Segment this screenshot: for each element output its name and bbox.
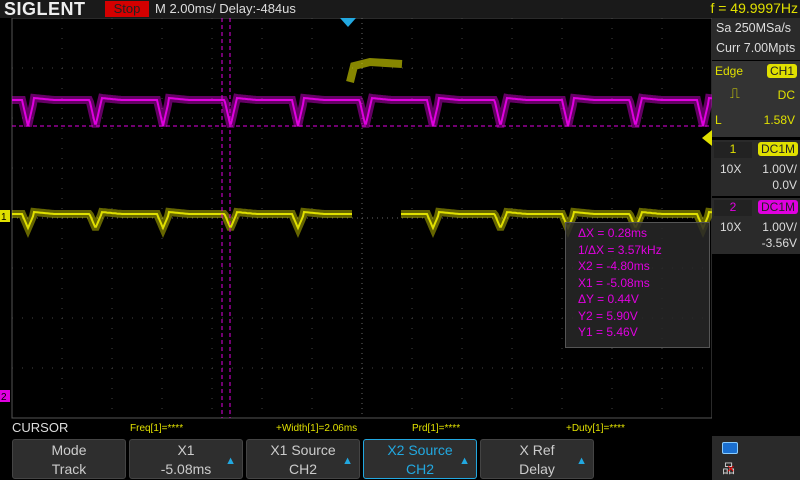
top-bar	[0, 0, 800, 18]
run-stop-status[interactable]: Stop	[105, 1, 149, 17]
knob-arrow-icon: ▲	[225, 455, 236, 467]
button-label: X1 Source	[270, 442, 336, 458]
trigger-level-marker	[702, 130, 712, 146]
channel-1-scale: 1.00V/	[762, 162, 797, 176]
trigger-coupling: DC	[777, 88, 795, 102]
button-label: X Ref	[519, 442, 555, 458]
channel-1-marker	[0, 210, 10, 222]
timebase-readout[interactable]: M 2.00ms/ Delay:-484us	[155, 1, 296, 16]
channel-1-panel[interactable]: 1 DC1M 10X 1.00V/ 0.0V	[712, 140, 800, 196]
knob-arrow-icon: ▲	[342, 455, 353, 467]
trigger-level-label: L	[715, 113, 722, 127]
y1-value: Y1 = 5.46V	[578, 325, 638, 339]
channel-2-number: 2	[714, 200, 752, 216]
rising-edge-icon: ⎍	[730, 85, 740, 101]
channel-2-offset: -3.56V	[761, 236, 797, 250]
measurement-period: Prd[1]=****	[412, 423, 461, 434]
network-disconnected-icon: 品×	[722, 461, 736, 476]
channel-1-coupling: DC1M	[757, 142, 798, 156]
inverse-delta-x: 1/ΔX = 3.57kHz	[578, 242, 662, 257]
x-ref-button[interactable]: X Ref Delay ▲	[480, 439, 594, 479]
measurement-freq: Freq[1]=****	[130, 423, 184, 434]
trigger-position-marker	[340, 18, 356, 27]
button-value: CH2	[288, 461, 317, 477]
channel-2-marker	[0, 390, 10, 402]
knob-arrow-icon: ▲	[576, 455, 587, 467]
trigger-panel[interactable]: Edge CH1 ⎍ DC L 1.58V	[712, 61, 800, 137]
channel-1-probe: 10X	[720, 162, 742, 176]
cursor-measurement-box: ΔX = 0.28ms 1/ΔX = 3.57kHz X2 = -4.80ms …	[565, 222, 710, 348]
trigger-source: CH1	[766, 64, 797, 78]
channel-1-offset: 0.0V	[772, 178, 797, 192]
trigger-level: 1.58V	[763, 113, 795, 127]
measurement-duty: +Duty[1]=****	[566, 423, 625, 434]
button-label: Mode	[51, 442, 87, 458]
channel-2-coupling: DC1M	[757, 200, 798, 214]
y2-value: Y2 = 5.90V	[578, 308, 638, 323]
usb-icon	[722, 442, 738, 454]
menu-title: CURSOR	[12, 420, 69, 435]
channel-2-scale: 1.00V/	[762, 220, 797, 234]
knob-arrow-icon: ▲	[459, 455, 470, 467]
delta-y: ΔY = 0.44V	[578, 292, 639, 306]
button-value: Delay	[519, 461, 555, 477]
x1-value: X1 = -5.08ms	[578, 275, 650, 290]
channel-1-waveform	[12, 210, 712, 231]
channel-2-marker-label: 2	[1, 392, 7, 403]
channel-1-number: 1	[714, 142, 752, 158]
x2-source-button[interactable]: X2 Source CH2 ▲	[363, 439, 477, 479]
channel-2-panel[interactable]: 2 DC1M 10X 1.00V/ -3.56V	[712, 198, 800, 254]
x1-source-button[interactable]: X1 Source CH2 ▲	[246, 439, 360, 479]
channel-1-marker-label: 1	[1, 212, 7, 223]
sample-rate: Sa 250MSa/s	[716, 21, 792, 35]
waveform-display[interactable]: 12	[0, 18, 712, 420]
channel-2-probe: 10X	[720, 220, 742, 234]
button-label: X1	[177, 442, 195, 458]
button-label: X2 Source	[387, 442, 453, 458]
memory-depth: Curr 7.00Mpts	[716, 41, 796, 55]
acquisition-panel[interactable]: Sa 250MSa/s Curr 7.00Mpts	[712, 18, 800, 60]
x2-value: X2 = -4.80ms	[578, 259, 650, 273]
mode-button[interactable]: Mode Track	[12, 439, 126, 479]
brand-logo: SIGLENT	[4, 0, 86, 19]
channel-2-waveform	[12, 96, 712, 127]
measurement-width: +Width[1]=2.06ms	[276, 423, 358, 434]
channel-1-trigger-segment	[346, 57, 403, 83]
x1-button[interactable]: X1 -5.08ms ▲	[129, 439, 243, 479]
trigger-type: Edge	[715, 64, 744, 78]
delta-x: ΔX = 0.28ms	[578, 226, 648, 240]
button-value: Track	[51, 461, 87, 477]
button-value: CH2	[405, 461, 434, 477]
frequency-counter: f = 49.9997Hz	[710, 0, 798, 16]
status-area: 品×	[712, 436, 800, 480]
button-value: -5.08ms	[160, 461, 212, 477]
